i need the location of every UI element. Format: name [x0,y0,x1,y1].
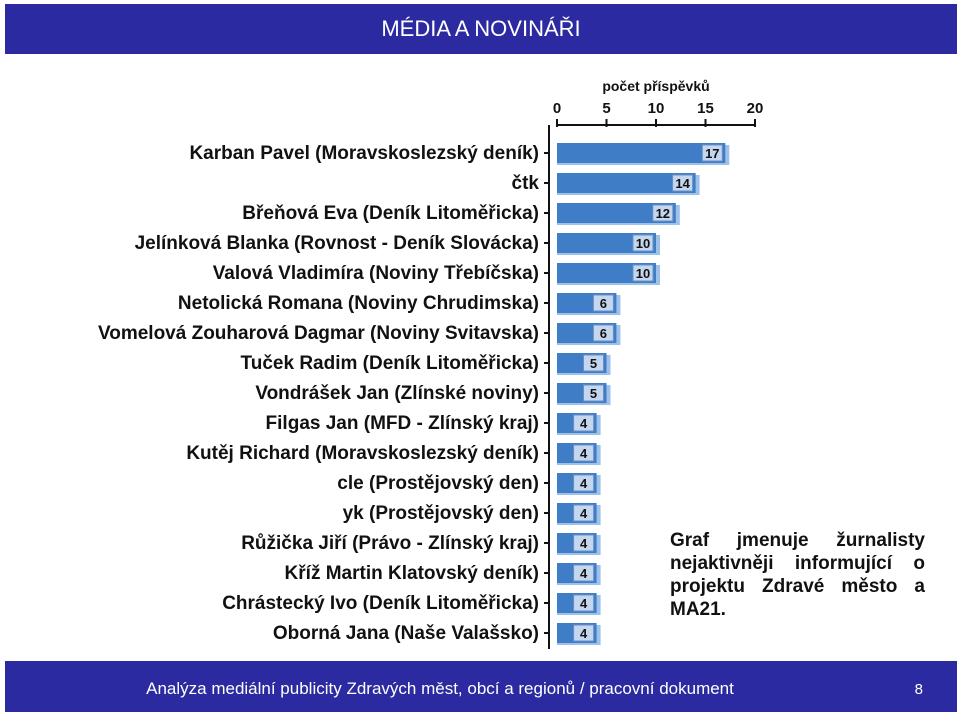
value-label-box [573,414,595,432]
journalist-bar-chart: počet příspěvků 0 5 10 15 20 Karban Pavel (Mor… [98,78,764,649]
value-label-box [583,384,604,402]
category-label: Vondrášek Jan (Zlínské noviny) [255,383,539,404]
value-label: 6 [600,296,607,311]
footer-bar: Analýza mediální publicity Zdravých měst… [5,661,957,712]
category-label: Netolická Romana (Noviny Chrudimska) [178,293,539,314]
value-label-box [573,504,595,522]
category-label: Filgas Jan (MFD - Zlínský kraj) [266,413,539,434]
category-label: čtk [512,173,540,194]
category-label: Jelínková Blanka (Rovnost - Deník Slovác… [135,233,539,254]
value-label: 10 [636,236,650,251]
category-label: Břeňová Eva (Deník Litoměřicka) [242,203,539,224]
value-label: 4 [580,446,588,461]
value-label-box [701,144,723,162]
value-label: 10 [636,266,650,281]
value-label: 4 [580,536,588,551]
value-label-box [573,564,595,582]
value-label: 4 [580,416,588,431]
value-label: 17 [705,146,719,161]
header-bar: MÉDIA A NOVINÁŘI [5,4,957,54]
value-label-box [632,264,654,282]
category-label: Chrástecký Ivo (Deník Litoměřicka) [222,593,539,614]
value-label: 6 [600,326,607,341]
value-label: 4 [580,506,588,521]
category-label: Oborná Jana (Naše Valašsko) [273,623,539,644]
category-label: yk (Prostějovský den) [343,503,539,524]
value-label: 5 [590,386,597,401]
bar [557,233,656,253]
value-label-box [592,324,614,342]
value-label: 4 [580,596,588,611]
category-label: cle (Prostějovský den) [337,473,539,494]
value-label-box [573,444,595,462]
bar [557,173,696,193]
category-label: Kutěj Richard (Moravskoslezský deník) [186,443,539,464]
value-label-box [573,594,595,612]
footer-text: Analýza mediální publicity Zdravých měst… [146,679,734,698]
bar [557,143,726,163]
category-label: Karban Pavel (Moravskoslezský deník) [189,143,539,164]
x-tick-label: 5 [602,100,610,117]
bar [557,203,676,223]
value-label-box [652,204,674,222]
value-label-box [573,534,595,552]
value-label: 5 [590,356,597,371]
value-label: 4 [580,476,588,491]
value-label-box [672,174,694,192]
page-title: MÉDIA A NOVINÁŘI [381,16,581,41]
category-label: Valová Vladimíra (Noviny Třebíčska) [213,263,539,284]
category-label: Tuček Radim (Deník Litoměřicka) [241,353,539,374]
bar [557,263,656,283]
value-label: 4 [580,566,588,581]
value-label: 14 [675,176,690,191]
axis-title: počet příspěvků [602,78,709,94]
x-tick-label: 10 [648,100,665,117]
value-label-box [573,624,595,642]
category-label: Růžička Jiří (Právo - Zlínský kraj) [241,533,539,554]
category-label: Vomelová Zouharová Dagmar (Noviny Svitav… [98,323,539,344]
value-label-box [632,234,654,252]
value-label-box [592,294,614,312]
x-tick-label: 20 [747,100,764,117]
x-tick-label: 15 [697,100,714,117]
value-label-box [583,354,604,372]
category-label: Kříž Martin Klatovský deník) [285,563,539,584]
x-tick-label: 0 [553,100,561,117]
value-label: 12 [656,206,670,221]
page-number: 8 [914,681,923,698]
value-label-box [573,474,595,492]
value-label: 4 [580,626,588,641]
chart-caption: Graf jmenuje žurnalisty nejaktivněji inf… [670,530,925,620]
